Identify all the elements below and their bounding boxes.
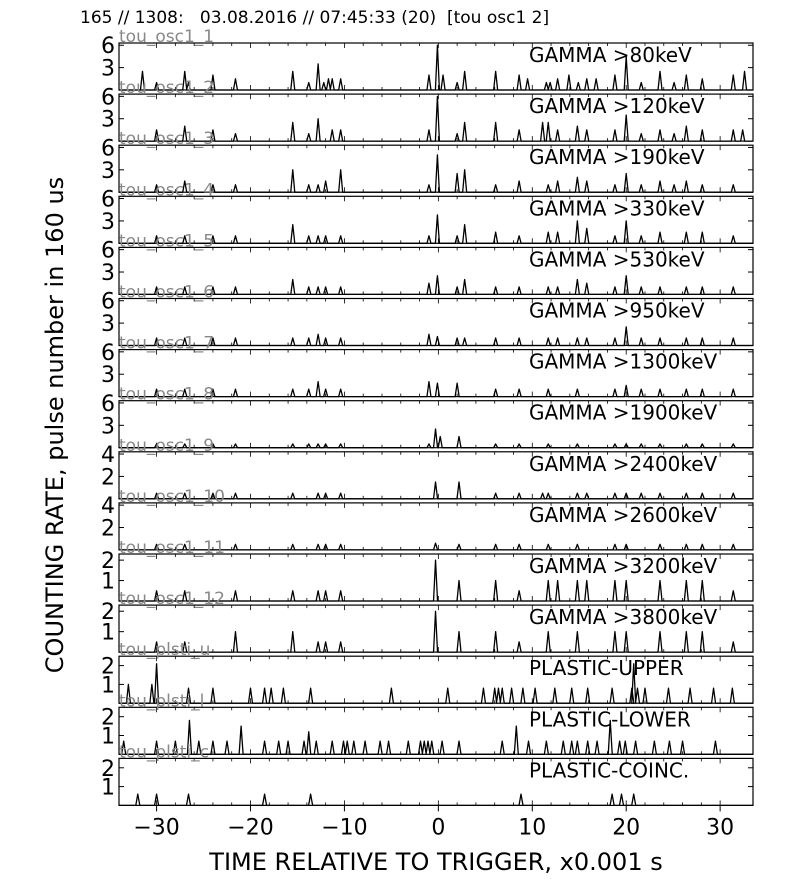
panel-frame bbox=[118, 400, 754, 449]
panel-energy-label: GAMMA >950keV bbox=[529, 299, 705, 323]
series-line bbox=[119, 663, 753, 704]
series-line bbox=[119, 542, 753, 551]
y-tick-label: 1 bbox=[101, 776, 115, 801]
y-tick-label: 6 bbox=[101, 341, 115, 366]
y-tick-label: 6 bbox=[101, 85, 115, 110]
channel-label: tou_plsti_l bbox=[119, 691, 204, 711]
channel-label: tou_osc1_1 bbox=[119, 27, 214, 47]
y-tick-label: 3 bbox=[101, 312, 115, 337]
chart-header-title: 165 // 1308: 03.08.2016 // 07:45:33 (20)… bbox=[80, 8, 550, 28]
panel-energy-label: GAMMA >330keV bbox=[529, 196, 705, 220]
y-tick-label: 6 bbox=[101, 239, 115, 264]
panel-energy-label: GAMMA >2400keV bbox=[529, 452, 718, 476]
x-tick-label: 30 bbox=[706, 815, 734, 840]
y-tick-label: 3 bbox=[101, 261, 115, 286]
series-line bbox=[119, 95, 753, 142]
y-tick-label: 2 bbox=[101, 706, 115, 731]
series-line bbox=[119, 719, 753, 755]
channel-label: tou_plsti_u bbox=[119, 640, 210, 660]
x-tick-label: −10 bbox=[321, 815, 367, 840]
y-axis-label: COUNTING RATE, pulse number in 160 us bbox=[41, 176, 69, 674]
y-tick-label: 1 bbox=[101, 673, 115, 698]
channel-label: tou_osc1_7 bbox=[119, 334, 214, 354]
x-tick-label: −30 bbox=[133, 815, 179, 840]
series-line bbox=[119, 481, 753, 500]
y-tick-label: 2 bbox=[101, 600, 115, 625]
channel-label: tou_osc1_10 bbox=[119, 487, 225, 507]
y-tick-label: 1 bbox=[101, 725, 115, 750]
panel-energy-label: PLASTIC-COINC. bbox=[529, 758, 689, 782]
y-tick-label: 3 bbox=[101, 159, 115, 184]
channel-label: tou_osc1_5 bbox=[119, 231, 214, 251]
panel-energy-label: GAMMA >190keV bbox=[529, 145, 705, 169]
y-tick-label: 2 bbox=[101, 465, 115, 490]
panel-energy-label: GAMMA >3200keV bbox=[529, 554, 718, 578]
series-line bbox=[119, 326, 753, 347]
y-tick-label: 1 bbox=[101, 621, 115, 646]
x-tick-label: 10 bbox=[518, 815, 546, 840]
y-tick-label: 6 bbox=[101, 136, 115, 161]
panel-energy-label: GAMMA >1900keV bbox=[529, 401, 718, 425]
panel-frame bbox=[118, 502, 754, 551]
y-tick-label: 2 bbox=[101, 655, 115, 680]
channel-label: tou_osc1_6 bbox=[119, 283, 214, 303]
panel-frame bbox=[118, 553, 754, 602]
y-tick-label: 6 bbox=[101, 188, 115, 213]
panel-energy-label: GAMMA >530keV bbox=[529, 247, 705, 271]
panel-energy-label: GAMMA >1300keV bbox=[529, 350, 718, 374]
series-line bbox=[119, 381, 753, 398]
panel-frame bbox=[118, 451, 754, 500]
y-tick-label: 4 bbox=[101, 494, 115, 519]
y-tick-label: 6 bbox=[101, 392, 115, 417]
panel-energy-label: PLASTIC-LOWER bbox=[529, 707, 691, 731]
channel-label: tou_osc1_3 bbox=[119, 129, 214, 149]
series-line bbox=[119, 610, 753, 653]
y-tick-label: 3 bbox=[101, 210, 115, 235]
channel-label: tou_osc1_12 bbox=[119, 589, 225, 609]
channel-label: tou_osc1_4 bbox=[119, 180, 214, 200]
channel-label: tou_osc1_2 bbox=[119, 78, 214, 98]
y-tick-label: 1 bbox=[101, 570, 115, 595]
series-line bbox=[119, 44, 753, 91]
series-line bbox=[119, 559, 753, 602]
y-tick-label: 3 bbox=[101, 57, 115, 82]
channel-label: tou_plsti_c bbox=[119, 742, 209, 762]
y-tick-label: 3 bbox=[101, 363, 115, 388]
series-line bbox=[119, 275, 753, 296]
y-tick-label: 3 bbox=[101, 108, 115, 133]
panel-energy-label: GAMMA >120keV bbox=[529, 94, 705, 118]
x-tick-label: 20 bbox=[612, 815, 640, 840]
y-tick-label: 2 bbox=[101, 517, 115, 542]
panel-energy-label: GAMMA >2600keV bbox=[529, 503, 718, 527]
y-tick-label: 6 bbox=[101, 290, 115, 315]
y-tick-label: 2 bbox=[101, 549, 115, 574]
panel-energy-label: GAMMA >3800keV bbox=[529, 605, 718, 629]
series-line bbox=[119, 214, 753, 244]
y-tick-label: 4 bbox=[101, 443, 115, 468]
x-axis-label: TIME RELATIVE TO TRIGGER, x0.001 s bbox=[209, 848, 663, 876]
y-tick-label: 6 bbox=[101, 34, 115, 59]
series-line bbox=[119, 428, 753, 449]
channel-label: tou_osc1_9 bbox=[119, 436, 214, 456]
channel-label: tou_osc1_11 bbox=[119, 538, 225, 558]
panel-frame bbox=[118, 604, 754, 653]
y-tick-label: 3 bbox=[101, 414, 115, 439]
panel-energy-label: PLASTIC-UPPER bbox=[529, 656, 684, 680]
series-line bbox=[119, 793, 753, 807]
x-tick-label: −20 bbox=[227, 815, 273, 840]
series-line bbox=[119, 154, 753, 193]
y-tick-label: 2 bbox=[101, 757, 115, 782]
panel-energy-label: GAMMA >80keV bbox=[529, 43, 692, 67]
x-tick-label: 0 bbox=[431, 815, 445, 840]
channel-label: tou_osc1_8 bbox=[119, 385, 214, 405]
